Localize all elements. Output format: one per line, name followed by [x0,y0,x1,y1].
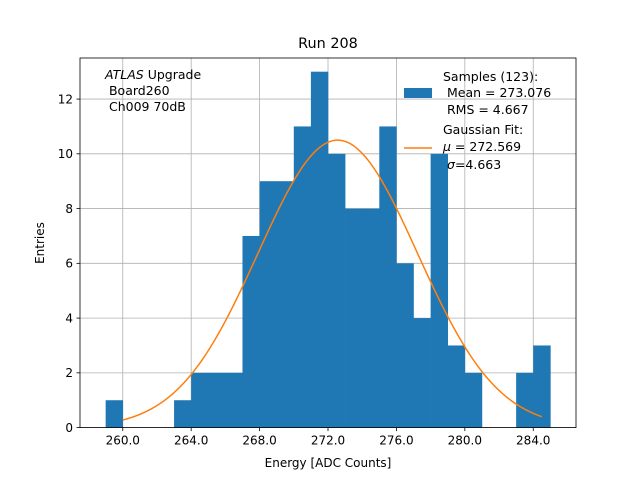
histogram-bar-4 [174,400,192,428]
x-tick-label-2: 268.0 [242,434,276,448]
channel-label: Ch009 70dB [105,99,186,114]
x-tick-label-5: 280.0 [448,434,482,448]
histogram-bar-15 [362,208,380,428]
y-tick-label-6: 12 [58,92,73,106]
y-tick-label-4: 8 [65,202,73,216]
y-tick-label-3: 6 [65,257,73,271]
sigma-value: =4.663 [455,157,501,172]
histogram-bar-12 [310,71,329,428]
histogram-bar-20 [447,345,466,428]
histogram-bar-8 [242,235,260,428]
gaussian-fit-curve [122,139,543,421]
y-tick-label-2: 4 [65,311,73,325]
histogram-bar-0 [105,400,124,428]
legend-histogram-swatch [404,88,432,98]
legend-sigma: σ=4.663 [447,157,501,172]
y-tick-label-1: 2 [65,366,73,380]
x-tick-label-1: 264.0 [174,434,208,448]
y-tick-label-5: 10 [58,147,73,161]
board-label: Board260 [105,83,170,98]
legend-mu: μ = 272.569 [442,139,521,154]
x-axis-label: Energy [ADC Counts] [265,456,392,470]
histogram-bar-6 [208,372,226,428]
histogram-bar-7 [225,372,243,428]
histogram-bar-18 [413,318,431,428]
upgrade-label: Upgrade [144,67,202,82]
histogram-bar-17 [396,263,414,428]
histogram-bar-9 [259,181,277,428]
annotation-box: ATLAS Upgrade Board260 Ch009 70dB [104,67,201,114]
annotation-line-1: ATLAS Upgrade [104,67,201,82]
histogram-bar-14 [345,208,363,428]
histogram-bar-10 [276,181,295,428]
legend-rms: RMS = 4.667 [443,102,529,117]
legend-fit-title: Gaussian Fit: [443,122,523,137]
histogram-bar-24 [516,372,534,428]
mu-value: = 272.569 [451,139,521,154]
y-axis-label: Entries [33,222,47,264]
mu-symbol: μ [442,139,451,154]
sigma-symbol: σ [447,157,456,172]
legend-samples-title: Samples (123): [443,69,538,84]
y-tick-label-0: 0 [65,421,73,435]
chart-title: Run 208 [298,36,358,52]
x-tick-label-4: 276.0 [379,434,413,448]
histogram-bar-25 [533,345,551,428]
legend: Samples (123): Mean = 273.076 RMS = 4.66… [404,69,551,172]
histogram-bar-19 [430,153,449,428]
histogram-bar-11 [293,126,312,428]
x-tick-label-3: 272.0 [311,434,345,448]
histogram-bar-16 [379,126,397,428]
x-tick-label-6: 284.0 [516,434,550,448]
histogram-bar-21 [464,372,483,428]
legend-mean: Mean = 273.076 [443,85,551,100]
axis-ticks: 260.0 264.0 268.0 272.0 276.0 280.0 284.0 0 2 4 6 8… [58,92,551,447]
histogram-bars [105,71,551,428]
histogram-bar-5 [191,372,209,428]
atlas-label: ATLAS [104,67,144,82]
histogram-bar-13 [328,153,346,428]
x-tick-label-0: 260.0 [106,434,140,448]
